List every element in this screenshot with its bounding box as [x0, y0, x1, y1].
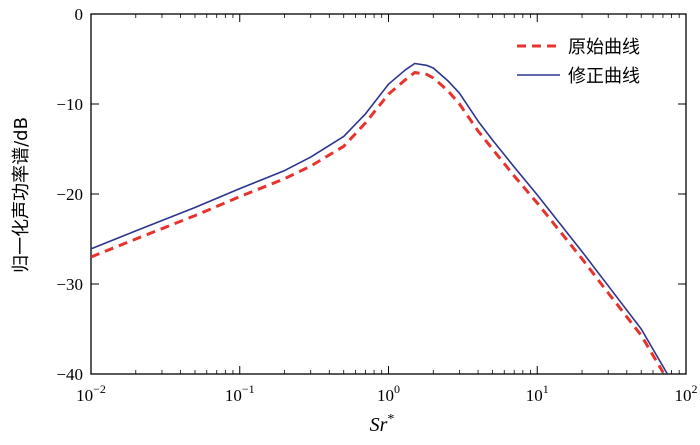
- x-tick-label: 102: [675, 382, 698, 405]
- y-tick-label: −10: [56, 95, 83, 114]
- x-tick-label: 10−1: [225, 382, 255, 405]
- y-axis-label: 归一化声功率谱/dB: [11, 117, 32, 273]
- x-tick-label: 10−2: [76, 382, 106, 405]
- series-line-corrected: [91, 62, 669, 374]
- x-tick-label-exp: 0: [394, 382, 400, 396]
- x-tick-label-exp: −1: [242, 382, 255, 396]
- y-tick-label: −40: [56, 365, 83, 384]
- y-tick-label: 0: [75, 5, 84, 24]
- x-axis-label: Sr*: [370, 412, 395, 436]
- x-tick-label-base: 10: [377, 386, 394, 405]
- x-tick-label-exp: 2: [692, 382, 698, 396]
- y-tick-label: −30: [56, 275, 83, 294]
- series-layer: [91, 62, 669, 374]
- x-tick-label: 101: [526, 382, 549, 405]
- legend-label-original: 原始曲线: [568, 37, 640, 58]
- x-tick-label-base: 10: [675, 386, 692, 405]
- x-tick-label-base: 10: [225, 386, 242, 405]
- x-tick-label-base: 10: [76, 386, 93, 405]
- series-line-original: [91, 71, 665, 373]
- x-tick-label: 100: [377, 382, 400, 405]
- x-tick-label-exp: 1: [543, 382, 549, 396]
- x-tick-label-base: 10: [526, 386, 543, 405]
- x-axis-label-sup: *: [387, 412, 394, 427]
- x-tick-label-exp: −2: [93, 382, 106, 396]
- legend-label-corrected: 修正曲线: [568, 66, 640, 87]
- y-tick-label: −20: [56, 185, 83, 204]
- x-axis-label-main: Sr: [370, 414, 388, 436]
- legend: 原始曲线 修正曲线: [517, 37, 640, 87]
